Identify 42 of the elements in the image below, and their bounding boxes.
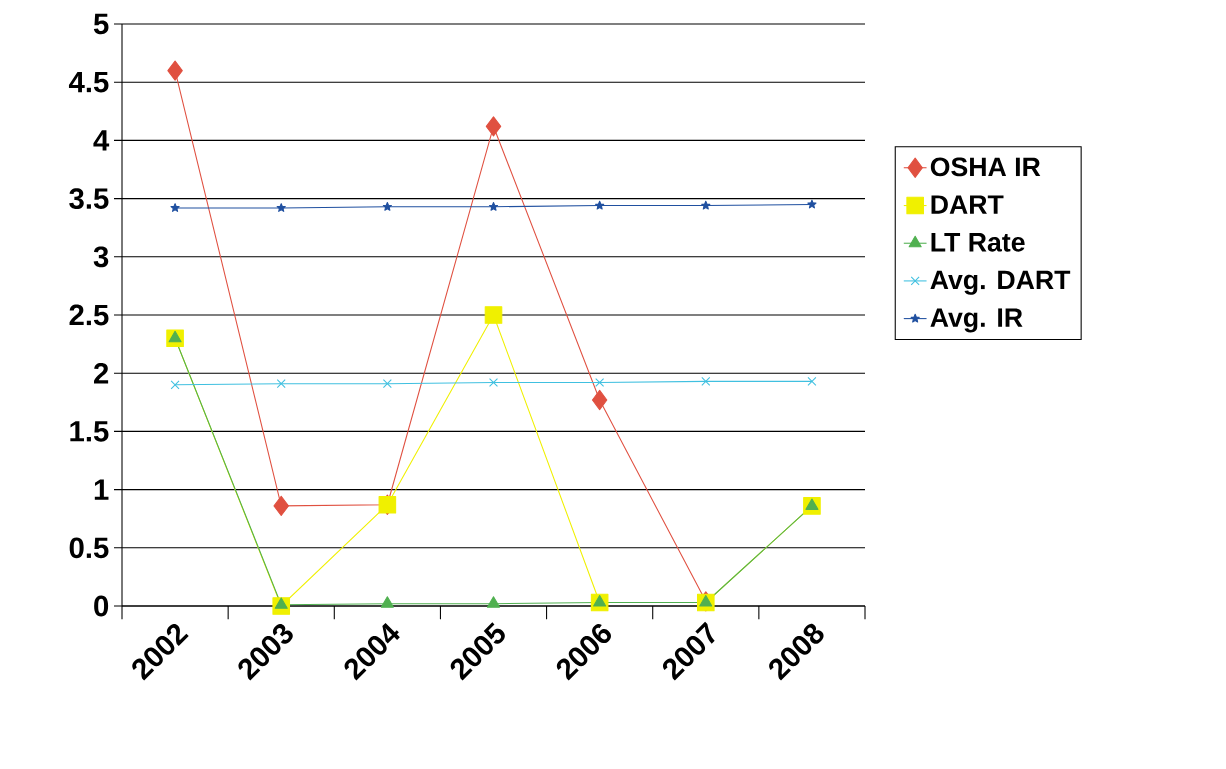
y-tick-label: 2.5: [69, 304, 109, 326]
point: [593, 595, 607, 607]
point: [699, 595, 713, 607]
point: [168, 330, 182, 343]
legend-label: Avg. IR: [930, 308, 1023, 333]
y-tick-label: 0: [94, 595, 109, 617]
point: [382, 201, 392, 211]
point: [486, 596, 501, 608]
point: [595, 378, 605, 388]
point: [273, 495, 289, 517]
point: [488, 201, 499, 211]
point: [274, 597, 288, 609]
point: [484, 306, 503, 324]
y-tick-label: 4: [93, 130, 110, 151]
y-tick-label: 3.5: [69, 188, 109, 210]
legend-label: Avg. DART: [930, 270, 1071, 295]
point: [170, 203, 180, 212]
point: [591, 389, 608, 411]
point: [807, 376, 817, 386]
legend-label: LT Rate: [931, 233, 1025, 252]
y-tick-label: 0.5: [69, 537, 109, 559]
point: [276, 379, 286, 389]
point: [382, 379, 392, 389]
point: [701, 200, 711, 210]
y-tick-label: 2: [94, 362, 109, 384]
y-tick-label: 1.5: [70, 421, 109, 442]
legend-label: OSHA IR: [930, 157, 1041, 177]
point: [170, 380, 180, 390]
point: [485, 116, 502, 137]
y-tick-label: 3: [93, 246, 109, 268]
point: [701, 376, 711, 386]
legend-label: DART: [931, 195, 1004, 214]
point: [595, 200, 605, 210]
y-tick-label: 4.5: [68, 71, 109, 93]
point: [807, 199, 817, 209]
point: [489, 378, 499, 388]
y-tick-label: 5: [93, 13, 109, 35]
y-tick-label: 1: [94, 479, 109, 500]
point: [380, 596, 394, 608]
point: [276, 203, 286, 212]
point: [167, 60, 183, 81]
point: [805, 498, 819, 510]
